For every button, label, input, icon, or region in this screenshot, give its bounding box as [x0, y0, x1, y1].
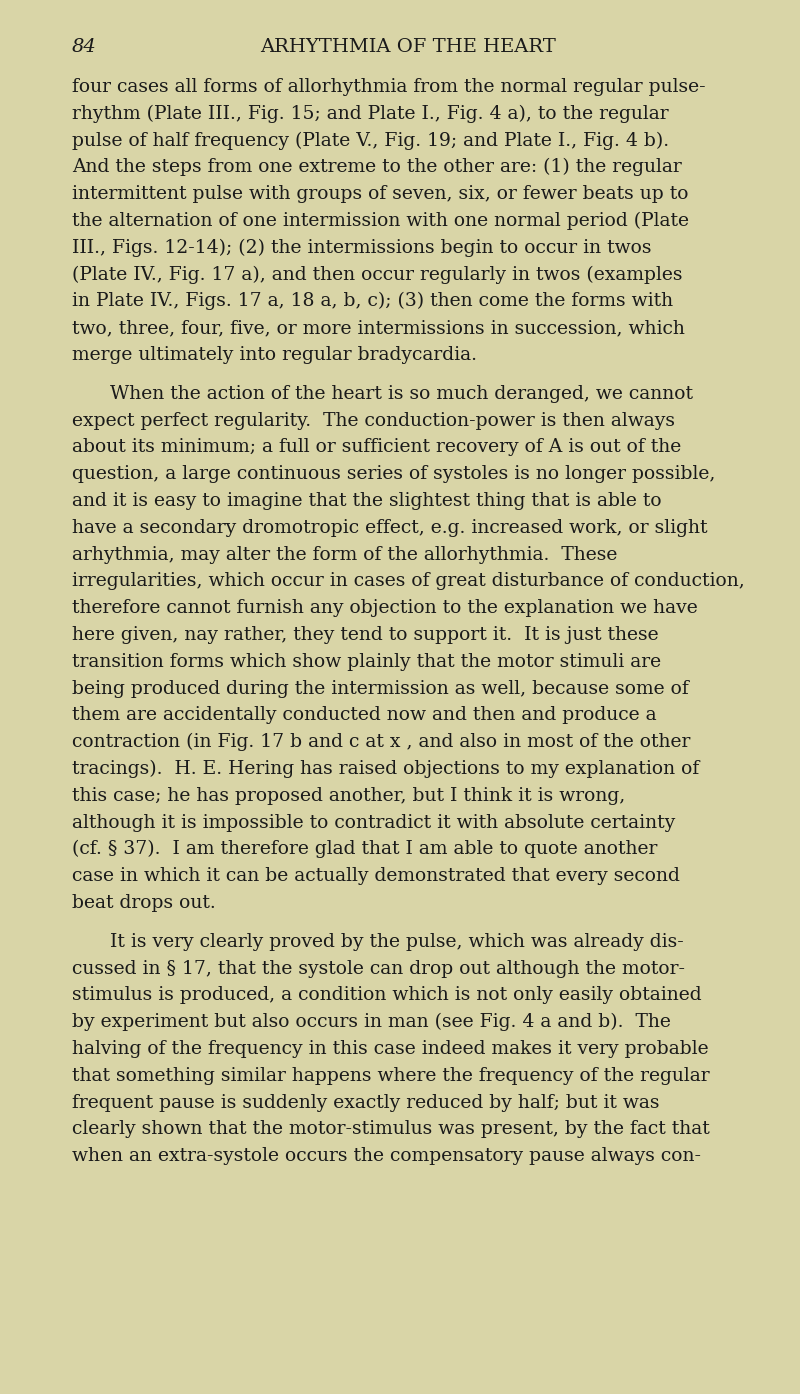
- Text: expect perfect regularity.  The conduction-power is then always: expect perfect regularity. The conductio…: [72, 411, 675, 429]
- Text: III., Figs. 12-14); (2) the intermissions begin to occur in twos: III., Figs. 12-14); (2) the intermission…: [72, 238, 651, 256]
- Text: 84: 84: [72, 38, 97, 56]
- Text: them are accidentally conducted now and then and produce a: them are accidentally conducted now and …: [72, 707, 657, 725]
- Text: clearly shown that the motor-stimulus was present, by the fact that: clearly shown that the motor-stimulus wa…: [72, 1121, 710, 1139]
- Text: being produced during the intermission as well, because some of: being produced during the intermission a…: [72, 680, 689, 697]
- Text: case in which it can be actually demonstrated that every second: case in which it can be actually demonst…: [72, 867, 680, 885]
- Text: that something similar happens where the frequency of the regular: that something similar happens where the…: [72, 1066, 710, 1085]
- Text: halving of the frequency in this case indeed makes it very probable: halving of the frequency in this case in…: [72, 1040, 709, 1058]
- Text: When the action of the heart is so much deranged, we cannot: When the action of the heart is so much …: [110, 385, 693, 403]
- Text: have a secondary dromotropic effect, e.g. increased work, or slight: have a secondary dromotropic effect, e.g…: [72, 519, 707, 537]
- Text: It is very clearly proved by the pulse, which was already dis-: It is very clearly proved by the pulse, …: [110, 933, 684, 951]
- Text: pulse of half frequency (Plate V., Fig. 19; and Plate I., Fig. 4 b).: pulse of half frequency (Plate V., Fig. …: [72, 131, 669, 149]
- Text: irregularities, which occur in cases of great disturbance of conduction,: irregularities, which occur in cases of …: [72, 573, 745, 591]
- Text: although it is impossible to contradict it with absolute certainty: although it is impossible to contradict …: [72, 814, 675, 832]
- Text: stimulus is produced, a condition which is not only easily obtained: stimulus is produced, a condition which …: [72, 987, 702, 1005]
- Text: contraction (in Fig. 17 b and c at x , and also in most of the other: contraction (in Fig. 17 b and c at x , a…: [72, 733, 690, 751]
- Text: therefore cannot furnish any objection to the explanation we have: therefore cannot furnish any objection t…: [72, 599, 698, 618]
- Text: rhythm (Plate III., Fig. 15; and Plate I., Fig. 4 a), to the regular: rhythm (Plate III., Fig. 15; and Plate I…: [72, 105, 669, 123]
- Text: question, a large continuous series of systoles is no longer possible,: question, a large continuous series of s…: [72, 466, 715, 484]
- Text: And the steps from one extreme to the other are: (1) the regular: And the steps from one extreme to the ot…: [72, 158, 682, 177]
- Text: arhythmia, may alter the form of the allorhythmia.  These: arhythmia, may alter the form of the all…: [72, 545, 618, 563]
- Text: cussed in § 17, that the systole can drop out although the motor-: cussed in § 17, that the systole can dro…: [72, 959, 685, 977]
- Text: intermittent pulse with groups of seven, six, or fewer beats up to: intermittent pulse with groups of seven,…: [72, 185, 689, 204]
- Text: four cases all forms of allorhythmia from the normal regular pulse-: four cases all forms of allorhythmia fro…: [72, 78, 706, 96]
- Text: merge ultimately into regular bradycardia.: merge ultimately into regular bradycardi…: [72, 346, 477, 364]
- Text: frequent pause is suddenly exactly reduced by half; but it was: frequent pause is suddenly exactly reduc…: [72, 1094, 659, 1111]
- Text: in Plate IV., Figs. 17 a, 18 a, b, c); (3) then come the forms with: in Plate IV., Figs. 17 a, 18 a, b, c); (…: [72, 293, 673, 311]
- Text: by experiment but also occurs in man (see Fig. 4 a and b).  The: by experiment but also occurs in man (se…: [72, 1013, 671, 1032]
- Text: and it is easy to imagine that the slightest thing that is able to: and it is easy to imagine that the sligh…: [72, 492, 662, 510]
- Text: this case; he has proposed another, but I think it is wrong,: this case; he has proposed another, but …: [72, 786, 626, 804]
- Text: ARHYTHMIA OF THE HEART: ARHYTHMIA OF THE HEART: [261, 38, 557, 56]
- Text: transition forms which show plainly that the motor stimuli are: transition forms which show plainly that…: [72, 652, 661, 671]
- Text: when an extra-systole occurs the compensatory pause always con-: when an extra-systole occurs the compens…: [72, 1147, 701, 1165]
- Text: beat drops out.: beat drops out.: [72, 894, 216, 912]
- Text: here given, nay rather, they tend to support it.  It is just these: here given, nay rather, they tend to sup…: [72, 626, 658, 644]
- Text: about its minimum; a full or sufficient recovery of A is out of the: about its minimum; a full or sufficient …: [72, 438, 682, 456]
- Text: tracings).  H. E. Hering has raised objections to my explanation of: tracings). H. E. Hering has raised objec…: [72, 760, 699, 778]
- Text: (cf. § 37).  I am therefore glad that I am able to quote another: (cf. § 37). I am therefore glad that I a…: [72, 841, 658, 859]
- Text: two, three, four, five, or more intermissions in succession, which: two, three, four, five, or more intermis…: [72, 319, 685, 337]
- Text: (Plate IV., Fig. 17 a), and then occur regularly in twos (examples: (Plate IV., Fig. 17 a), and then occur r…: [72, 265, 682, 283]
- Text: the alternation of one intermission with one normal period (Plate: the alternation of one intermission with…: [72, 212, 689, 230]
